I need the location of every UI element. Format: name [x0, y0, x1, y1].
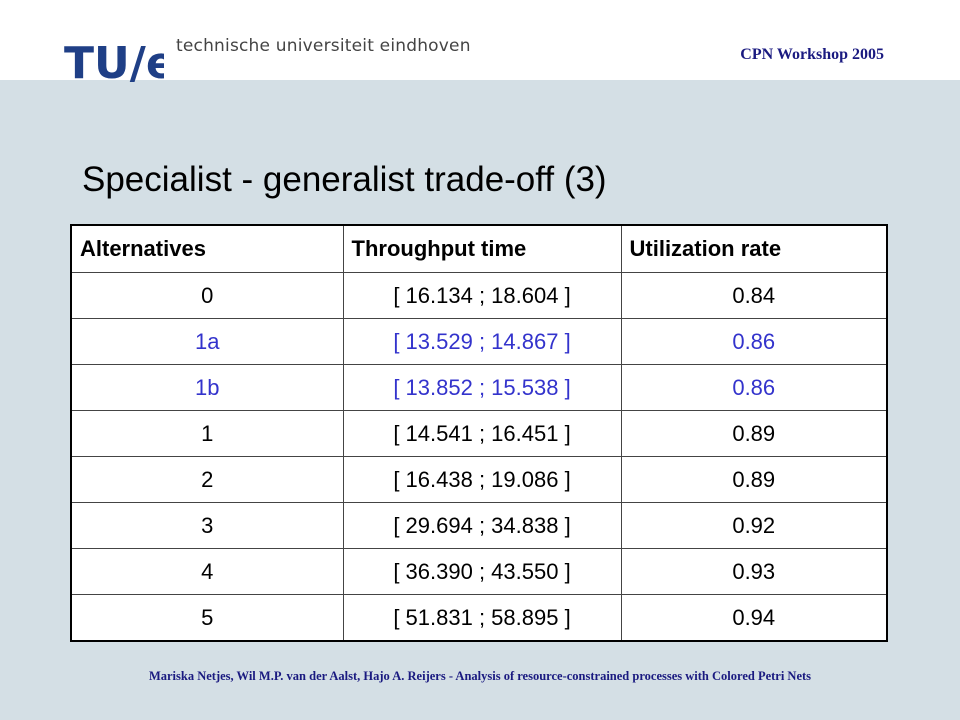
cell-throughput-time: [ 14.541 ; 16.451 ] [342, 410, 622, 457]
slide-header: TU/e technische universiteit eindhoven C… [0, 0, 960, 88]
table-header-row: Alternatives Throughput time Utilization… [70, 224, 888, 273]
cell-alternative: 1a [70, 318, 344, 365]
results-table: Alternatives Throughput time Utilization… [70, 224, 888, 642]
cell-alternative: 4 [70, 548, 344, 595]
cell-alternative: 3 [70, 502, 344, 549]
cell-utilization-rate: 0.84 [620, 272, 888, 319]
cell-utilization-rate: 0.86 [620, 318, 888, 365]
table-body: 0[ 16.134 ; 18.604 ] 0.84 1a[ 13.529 ; 14.… [70, 272, 888, 642]
cell-alternative: 5 [70, 594, 344, 642]
cell-utilization-rate: 0.89 [620, 456, 888, 503]
cell-throughput-time: [ 16.438 ; 19.086 ] [342, 456, 622, 503]
cell-utilization-rate: 0.86 [620, 364, 888, 411]
table-row: 4[ 36.390 ; 43.550 ] 0.93 [70, 548, 888, 595]
tue-logo-text: TU/e [64, 38, 164, 88]
cell-utilization-rate: 0.94 [620, 594, 888, 642]
cell-throughput-time: [ 36.390 ; 43.550 ] [342, 548, 622, 595]
header-alternatives: Alternatives [70, 224, 344, 273]
header-throughput-time: Throughput time [342, 224, 622, 273]
cell-throughput-time: [ 13.852 ; 15.538 ] [342, 364, 622, 411]
table-row: 1a[ 13.529 ; 14.867 ] 0.86 [70, 318, 888, 365]
header-utilization-rate: Utilization rate [620, 224, 888, 273]
cell-alternative: 0 [70, 272, 344, 319]
cell-utilization-rate: 0.92 [620, 502, 888, 549]
cell-alternative: 1b [70, 364, 344, 411]
table-row: 2[ 16.438 ; 19.086 ] 0.89 [70, 456, 888, 503]
cell-utilization-rate: 0.93 [620, 548, 888, 595]
cell-throughput-time: [ 29.694 ; 34.838 ] [342, 502, 622, 549]
cell-alternative: 1 [70, 410, 344, 457]
table-row: 5[ 51.831 ; 58.895 ] 0.94 [70, 594, 888, 642]
cell-throughput-time: [ 16.134 ; 18.604 ] [342, 272, 622, 319]
cell-throughput-time: [ 51.831 ; 58.895 ] [342, 594, 622, 642]
table-row: 1[ 14.541 ; 16.451 ] 0.89 [70, 410, 888, 457]
university-name: technische universiteit eindhoven [176, 36, 471, 56]
cell-alternative: 2 [70, 456, 344, 503]
cell-utilization-rate: 0.89 [620, 410, 888, 457]
table-row: 1b[ 13.852 ; 15.538 ] 0.86 [70, 364, 888, 411]
footer-credits: Mariska Netjes, Wil M.P. van der Aalst, … [148, 669, 812, 683]
tue-logo: TU/e [64, 38, 164, 88]
slide-title: Specialist - generalist trade-off (3) [82, 160, 607, 199]
table-row: 0[ 16.134 ; 18.604 ] 0.84 [70, 272, 888, 319]
event-label: CPN Workshop 2005 [740, 46, 884, 63]
cell-throughput-time: [ 13.529 ; 14.867 ] [342, 318, 622, 365]
table-row: 3[ 29.694 ; 34.838 ] 0.92 [70, 502, 888, 549]
